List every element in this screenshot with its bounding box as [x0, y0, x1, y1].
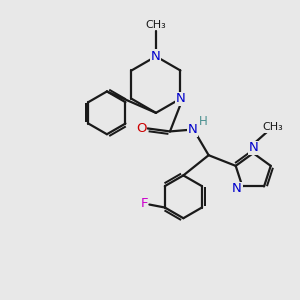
Text: F: F	[140, 197, 148, 210]
Text: CH₃: CH₃	[262, 122, 283, 132]
Text: CH₃: CH₃	[146, 20, 166, 30]
Text: N: N	[232, 182, 242, 195]
Text: N: N	[176, 92, 185, 105]
Text: N: N	[151, 50, 161, 63]
Text: N: N	[248, 141, 258, 154]
Text: O: O	[136, 122, 146, 135]
Text: H: H	[199, 115, 208, 128]
Text: N: N	[188, 123, 197, 136]
